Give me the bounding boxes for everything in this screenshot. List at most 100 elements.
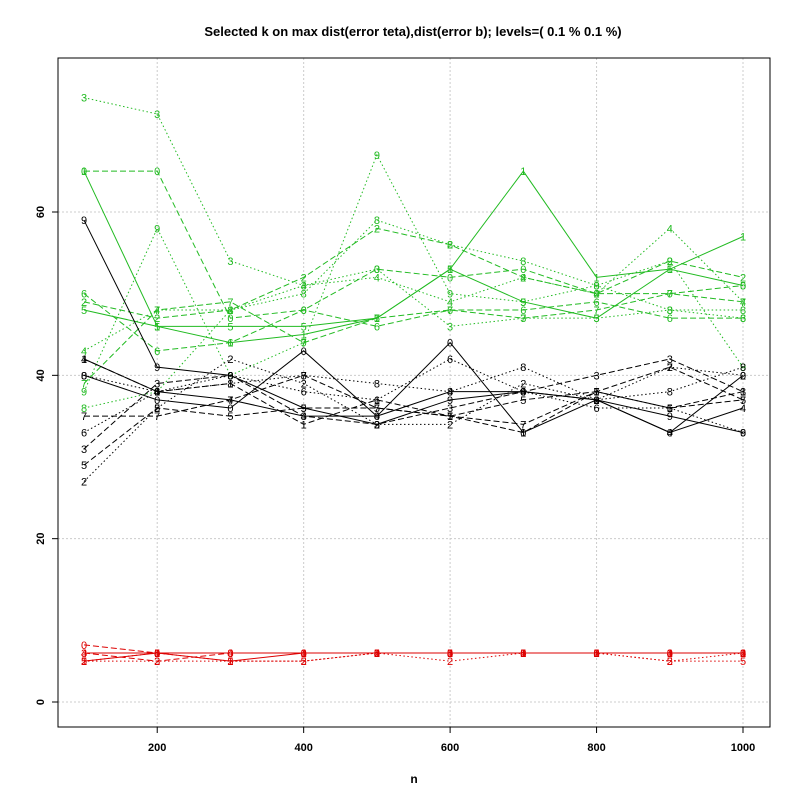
point-label: 7	[667, 289, 673, 301]
point-label: 2	[81, 656, 87, 668]
point-label: 4	[447, 297, 453, 309]
point-label: 1	[520, 166, 526, 178]
point-label: 3	[667, 305, 673, 317]
grid	[58, 58, 770, 727]
point-label: 1	[374, 313, 380, 325]
series-line	[83, 652, 743, 662]
series-line	[83, 366, 744, 401]
y-axis: 0 20 40 60	[35, 206, 59, 705]
series-black-11: 1 1 1 1 1 1 1 1 1 1	[81, 354, 746, 440]
series-line	[83, 652, 743, 662]
point-label: 2	[154, 403, 160, 415]
point-label: 1	[301, 648, 307, 660]
point-label: 0	[740, 281, 746, 293]
point-label: 9	[374, 419, 380, 431]
point-label: 4	[374, 272, 380, 284]
point-label: 1	[374, 395, 380, 407]
point-label: 6	[740, 313, 746, 325]
point-label: 3	[593, 370, 599, 382]
point-label: 0	[301, 305, 307, 317]
series-line	[83, 358, 744, 482]
point-label: 5	[227, 411, 233, 423]
point-label: 5	[374, 648, 380, 660]
point-label: 2	[81, 297, 87, 309]
point-label: 4	[227, 305, 233, 317]
point-label: 4	[227, 395, 233, 407]
point-label: 4	[227, 648, 233, 660]
point-label: 1	[593, 387, 599, 399]
point-label: 1	[520, 648, 526, 660]
point-label: 8	[447, 387, 453, 399]
point-label: 0	[227, 313, 233, 325]
point-label: 4	[667, 223, 673, 235]
series-red-20: 0 0 0 0 0 0 0 0 0 0	[81, 640, 746, 660]
x-tick-label: 400	[294, 742, 312, 754]
point-label: 2	[227, 305, 233, 317]
point-label: 1	[154, 387, 160, 399]
series-black-14: 4 4 4 4 4 4 4 4 4 4	[81, 354, 746, 440]
point-label: 4	[374, 648, 380, 660]
point-label: 2	[154, 656, 160, 668]
point-label: 8	[81, 370, 87, 382]
point-label: 9	[593, 395, 599, 407]
point-label: 2	[447, 240, 453, 252]
point-label: 0	[374, 411, 380, 423]
point-label: 7	[301, 370, 307, 382]
point-label: 3	[520, 387, 526, 399]
series-black-12: 2 2 2 2 2 2 2 2 2 2	[81, 354, 746, 489]
series-line	[83, 153, 744, 392]
point-label: 1	[447, 648, 453, 660]
point-label: 2	[740, 648, 746, 660]
series-line	[83, 293, 743, 352]
point-label: 4	[81, 346, 87, 358]
point-label: 5	[520, 297, 526, 309]
point-label: 0	[447, 272, 453, 284]
point-label: 1	[301, 419, 307, 431]
point-label: 4	[154, 648, 160, 660]
point-label: 1	[154, 648, 160, 660]
point-label: 9	[227, 370, 233, 382]
point-label: 9	[154, 362, 160, 374]
point-label: 1	[374, 648, 380, 660]
point-label: 5	[81, 656, 87, 668]
point-label: 1	[227, 379, 233, 391]
point-label: 7	[301, 338, 307, 350]
point-label: 8	[227, 379, 233, 391]
point-label: 4	[520, 387, 526, 399]
point-label: 6	[81, 428, 87, 440]
point-label: 6	[374, 395, 380, 407]
point-label: 3	[447, 321, 453, 333]
point-label: 2	[154, 313, 160, 325]
series-red-24: 4 4 4 4 4 4 4 4 4 4	[81, 648, 746, 660]
point-label: 4	[81, 354, 87, 366]
point-label: 2	[447, 419, 453, 431]
x-axis-label: n	[410, 772, 417, 786]
point-label: 9	[520, 297, 526, 309]
point-label: 4	[740, 297, 746, 309]
point-label: 3	[374, 419, 380, 431]
point-label: 7	[374, 313, 380, 325]
point-label: 3	[593, 648, 599, 660]
point-label: 5	[81, 460, 87, 472]
series-green-6: 6 6 6 6 6 6 6 6 6 6	[81, 289, 746, 358]
point-label: 8	[520, 256, 526, 268]
series-line	[83, 358, 744, 433]
point-label: 0	[593, 395, 599, 407]
point-label: 7	[154, 411, 160, 423]
point-label: 5	[447, 264, 453, 276]
x-tick-label: 800	[587, 742, 605, 754]
point-label: 0	[227, 403, 233, 415]
point-label: 6	[154, 346, 160, 358]
point-label: 3	[740, 313, 746, 325]
series-line	[83, 227, 744, 319]
point-label: 0	[593, 289, 599, 301]
point-label: 8	[740, 362, 746, 374]
point-label: 6	[740, 428, 746, 440]
point-label: 2	[227, 354, 233, 366]
chart-title: Selected k on max dist(error teta),dist(…	[204, 24, 621, 39]
point-label: 4	[520, 648, 526, 660]
point-label: 0	[593, 648, 599, 660]
series-line	[84, 652, 744, 662]
point-label: 5	[740, 395, 746, 407]
point-label: 1	[447, 411, 453, 423]
